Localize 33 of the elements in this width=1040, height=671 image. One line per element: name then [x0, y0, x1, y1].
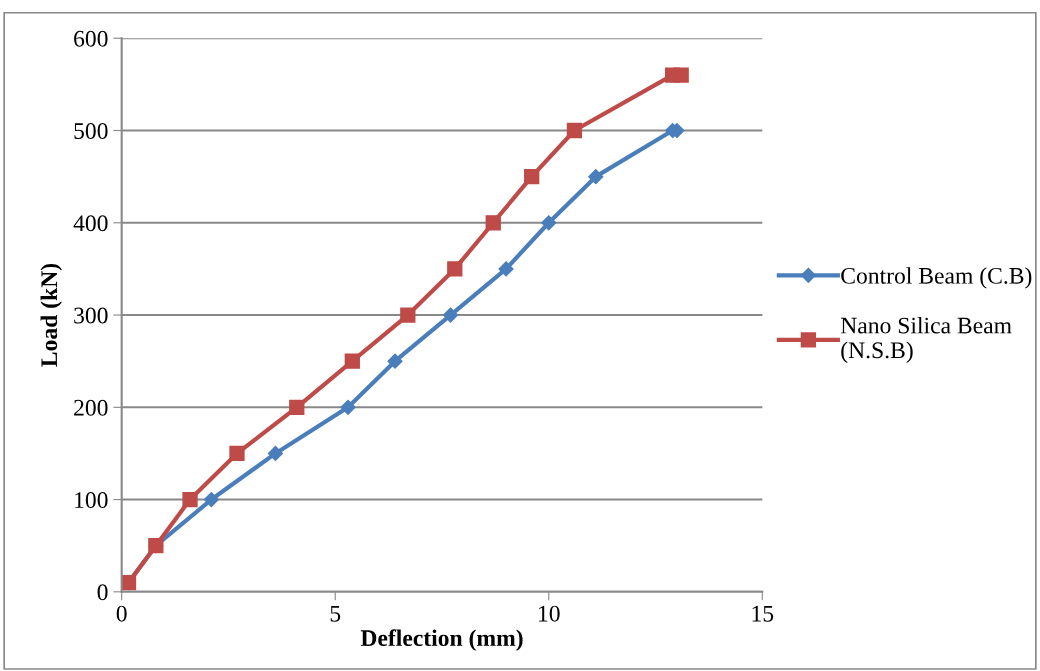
- point: [289, 399, 305, 415]
- point: [182, 491, 198, 508]
- point: [442, 307, 459, 323]
- point: [387, 353, 403, 369]
- point: [267, 445, 284, 461]
- y-tick-label: 100: [75, 492, 108, 508]
- y-axis-title: Load (kN): [40, 263, 62, 367]
- point: [203, 491, 219, 508]
- point: [344, 353, 360, 369]
- x-tick-label: 10: [539, 605, 560, 622]
- point: [340, 399, 356, 415]
- point: [566, 122, 583, 139]
- point: [588, 169, 604, 185]
- y-tick-label: 500: [74, 123, 108, 139]
- point: [485, 215, 501, 231]
- x-tick-label: 15: [752, 605, 774, 622]
- point: [229, 445, 245, 462]
- x-axis-title: Deflection (mm): [360, 629, 523, 651]
- point: [524, 169, 540, 185]
- x-tick-label: 5: [330, 605, 341, 622]
- x-tick-label: 0: [116, 605, 127, 622]
- point: [400, 307, 416, 323]
- y-tick-label: 300: [74, 307, 108, 324]
- point: [541, 215, 557, 231]
- y-tick-label: 0: [97, 584, 108, 601]
- point: [673, 67, 689, 83]
- point: [498, 261, 514, 277]
- y-tick-label: 400: [73, 215, 108, 232]
- y-tick-label: 600: [74, 30, 108, 47]
- legend-label: Nano Silica Beam (N.S.B): [840, 316, 1012, 364]
- y-tick-label: 200: [74, 399, 108, 416]
- point: [447, 261, 463, 277]
- legend-label: Control Beam (C.B): [841, 267, 1032, 289]
